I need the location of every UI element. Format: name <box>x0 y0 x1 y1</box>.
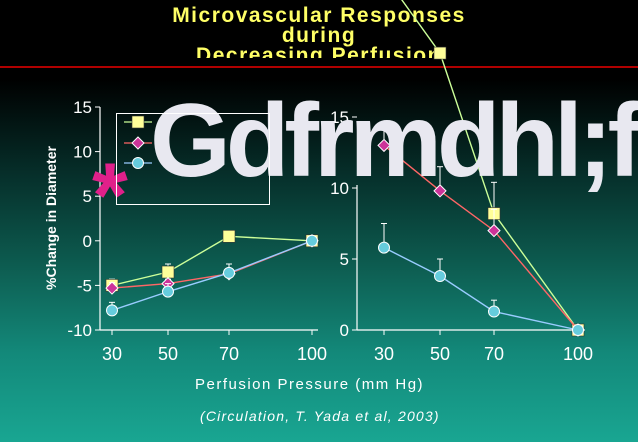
chart-1-series-2-point <box>105 281 119 295</box>
chart-2-y-tick-label: 15 <box>330 108 349 127</box>
chart-1-series-3-point <box>162 285 174 298</box>
chart-1-x-tick-label: 50 <box>158 344 178 364</box>
chart-1-x-tick-label: 100 <box>297 344 327 364</box>
chart-2-series-3-point <box>572 324 584 336</box>
chart-2-series-3-point <box>434 270 446 283</box>
slide-title: Microvascular Responses during Decreasin… <box>0 4 638 58</box>
chart-1-series-3-point <box>106 304 118 317</box>
title-line-1: Microvascular Responses <box>172 4 466 27</box>
chart-2-series-2-point <box>487 223 501 238</box>
title-line-3: Decreasing Perfusion <box>196 46 442 58</box>
citation: (Circulation, T. Yada et al, 2003) <box>200 408 440 424</box>
chart-1-series-1-line <box>111 235 313 287</box>
chart-1-y-tick-label: 15 <box>73 98 92 117</box>
chart-2-series-1-line <box>401 0 579 331</box>
chart-2-series-3-point <box>488 305 500 318</box>
chart-2-series-2-line <box>383 144 579 331</box>
chart-1-series-3-line <box>111 240 313 312</box>
chart-1-y-tick-label: 5 <box>83 187 92 206</box>
chart-2-series-2-point <box>377 138 391 153</box>
star-watermark: * <box>92 145 128 247</box>
chart-1-y-tick-label: 0 <box>83 232 92 251</box>
chart-2-y-tick-label: 5 <box>340 250 349 269</box>
chart-2-x-tick-label: 30 <box>374 344 394 364</box>
legend-box <box>116 113 270 205</box>
chart-1-y-tick-label: 10 <box>73 143 92 162</box>
chart-1-y-tick-label: -5 <box>77 276 92 295</box>
title-line-2: during <box>281 24 357 47</box>
chart-1-y-tick-label: -10 <box>67 321 92 340</box>
legend-marker-3 <box>132 157 144 169</box>
legend-marker-1 <box>131 115 145 129</box>
chart-2-x-tick-label: 100 <box>563 344 593 364</box>
chart-1-series-1-point <box>161 265 175 279</box>
chart-2-x-tick-label: 70 <box>484 344 504 364</box>
chart-1-series-3-point <box>223 266 235 279</box>
chart-1-series-1-point <box>222 230 236 243</box>
chart-1-series-2-line <box>111 240 313 289</box>
legend-marker-2 <box>131 136 145 150</box>
title-divider <box>0 66 638 68</box>
chart-2-series-2-point <box>433 184 447 198</box>
y-axis-label: %Change in Diameter <box>43 145 59 289</box>
chart-2-series-3-line <box>383 247 579 331</box>
x-axis-label: Perfusion Pressure (mm Hg) <box>195 376 425 393</box>
chart-2-series-1-point <box>433 46 447 60</box>
chart-2-y-tick-label: 10 <box>330 179 349 198</box>
chart-2-y-tick-label: 0 <box>340 321 349 340</box>
chart-1-series-3-point <box>306 234 318 247</box>
overlapping-watermark-text: Gdfrmdhl;f <box>150 83 638 199</box>
chart-1-x-tick-label: 30 <box>102 344 122 364</box>
chart-2-series-3-point <box>378 241 390 254</box>
chart-2-x-tick-label: 50 <box>430 344 450 364</box>
chart-1-x-tick-label: 70 <box>219 344 239 364</box>
